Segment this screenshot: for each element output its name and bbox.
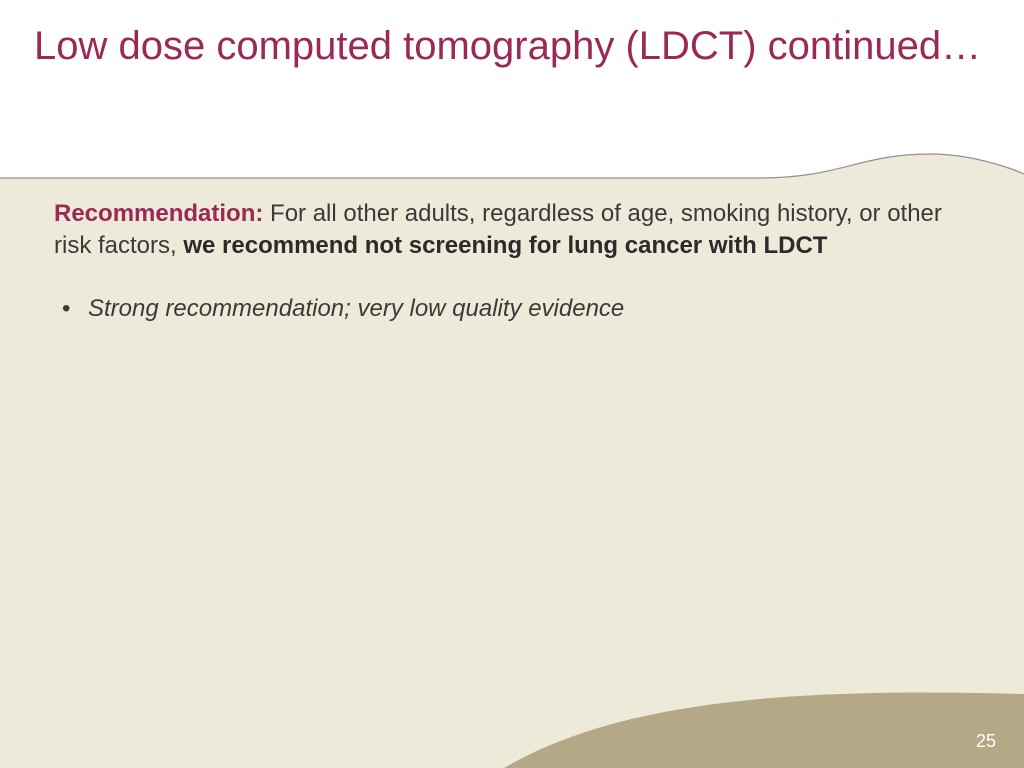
title-area: Low dose computed tomography (LDCT) cont… (0, 0, 1024, 89)
recommendation-bold: we recommend not screening for lung canc… (183, 232, 827, 259)
footer-swoosh (504, 658, 1024, 768)
recommendation-label: Recommendation: (54, 200, 263, 227)
list-item: Strong recommendation; very low quality … (54, 295, 970, 323)
page-number: 25 (976, 731, 996, 752)
body-area: Recommendation: For all other adults, re… (0, 160, 1024, 198)
bullet-list: Strong recommendation; very low quality … (54, 295, 970, 323)
content-layer: Low dose computed tomography (LDCT) cont… (0, 0, 1024, 89)
recommendation-paragraph: Recommendation: For all other adults, re… (54, 198, 970, 261)
slide: Low dose computed tomography (LDCT) cont… (0, 0, 1024, 768)
slide-title: Low dose computed tomography (LDCT) cont… (34, 22, 990, 71)
